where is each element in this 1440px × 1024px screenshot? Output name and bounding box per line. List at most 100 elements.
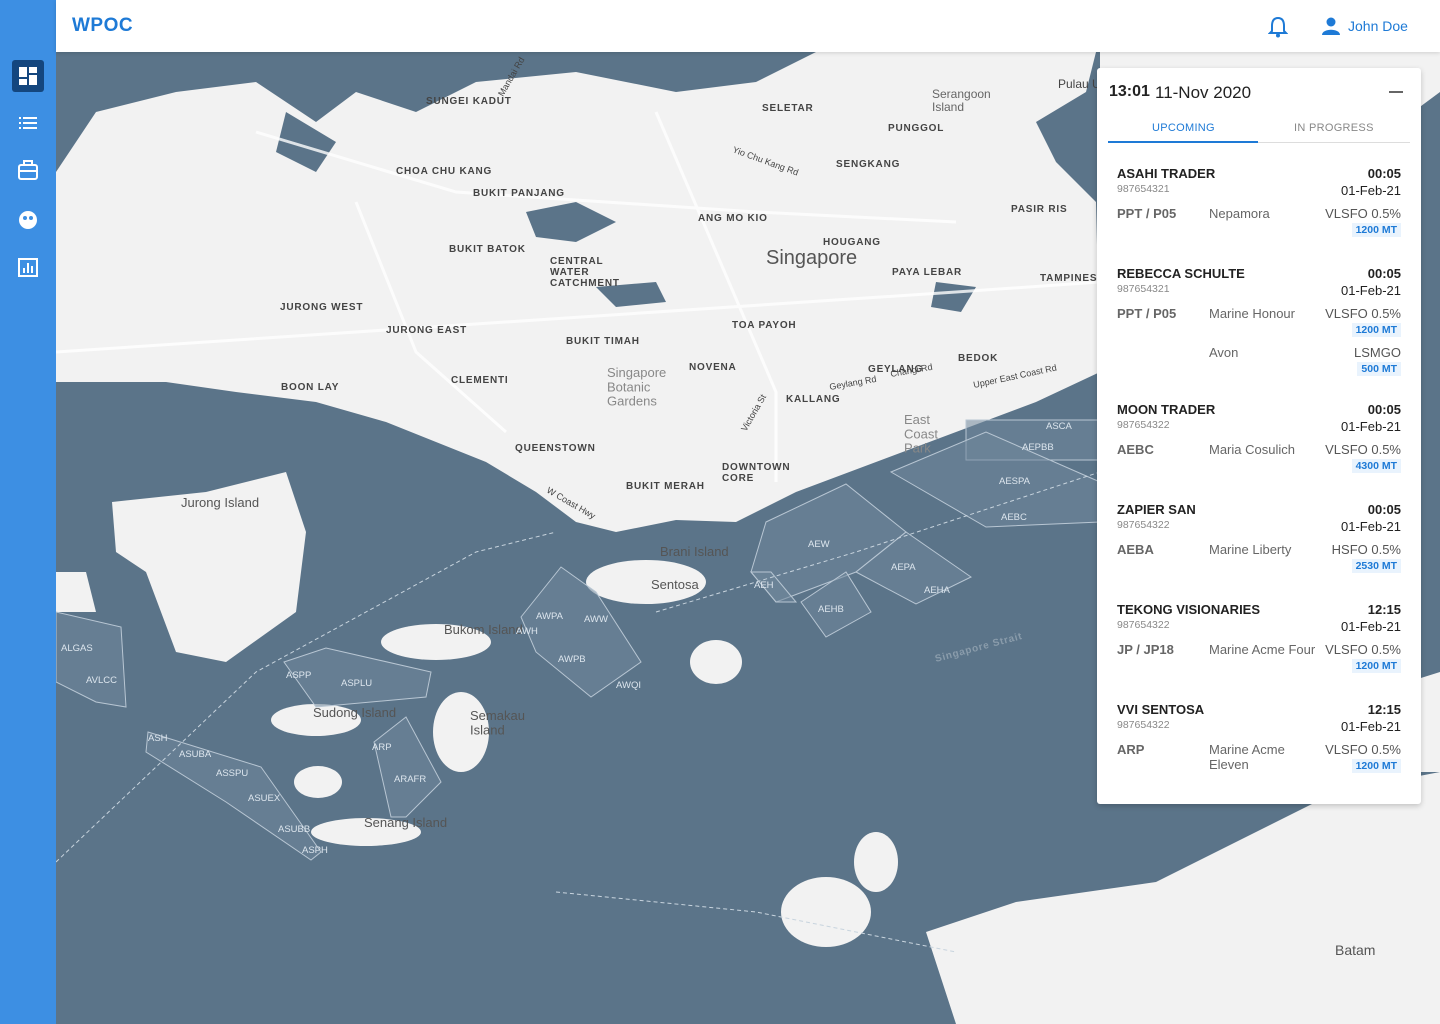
vessel-card[interactable]: REBECCA SCHULTE 987654321 00:05 01-Feb-21 PP… — [1097, 252, 1421, 388]
map-label: JURONG WEST — [280, 302, 363, 313]
eta-date: 01-Feb-21 — [1341, 419, 1401, 434]
product: VLSFO 0.5% — [1325, 642, 1401, 657]
vessel-info: ZAPIER SAN 987654322 — [1117, 502, 1196, 534]
panel-time: 13:01 — [1109, 83, 1150, 100]
vessel-name: REBECCA SCHULTE — [1117, 266, 1245, 281]
map-label: Bukom Island — [444, 622, 523, 637]
map-label: BUKIT MERAH — [626, 481, 705, 492]
map-label: BOON LAY — [281, 382, 339, 393]
map-label: HOUGANG — [823, 237, 881, 248]
header: WPOC John Doe — [56, 0, 1440, 52]
map-label: SENGKANG — [836, 159, 900, 170]
notifications[interactable] — [1268, 16, 1288, 38]
map-label: Brani Island — [660, 544, 729, 559]
map-label: BUKIT BATOK — [449, 244, 526, 255]
anchorage-label: AEPA — [891, 562, 916, 573]
map-label: SUNGEI KADUT — [426, 96, 512, 107]
minimize[interactable] — [1389, 91, 1403, 93]
anchorage-label: AEBC — [1001, 512, 1027, 523]
map-label: CHOA CHU KANG — [396, 166, 492, 177]
nav-dashboard[interactable] — [12, 60, 44, 92]
map-label: Jurong Island — [181, 495, 259, 510]
vessel-card[interactable]: ZAPIER SAN 987654322 00:05 01-Feb-21 AEBA Mar… — [1097, 488, 1421, 588]
vessel-name: ZAPIER SAN — [1117, 502, 1196, 517]
card-header: REBECCA SCHULTE 987654321 00:05 01-Feb-21 — [1117, 266, 1401, 298]
anchorage-label: AEHA — [924, 585, 951, 596]
eta-date: 01-Feb-21 — [1341, 719, 1401, 734]
user-name[interactable]: John Doe — [1348, 18, 1408, 34]
nav-jobs[interactable] — [18, 160, 38, 180]
vessel-id: 987654322 — [1117, 519, 1170, 531]
nav-list[interactable] — [19, 117, 37, 129]
supplier: Marine Acme Four — [1209, 642, 1316, 657]
map-label: Batam — [1335, 942, 1375, 958]
product: VLSFO 0.5% — [1325, 306, 1401, 321]
map-label: PUNGGOL — [888, 123, 944, 134]
map-label: East Coast Park — [904, 412, 938, 456]
eta-date: 01-Feb-21 — [1341, 183, 1401, 198]
nav-icons — [12, 60, 44, 277]
product-cell: VLSFO 0.5% 4300 MT — [1321, 442, 1401, 473]
eta-time: 00:05 — [1367, 266, 1401, 281]
location: AEBA — [1117, 542, 1154, 557]
nav-reports[interactable] — [18, 258, 38, 277]
product: VLSFO 0.5% — [1325, 206, 1401, 221]
nav-users[interactable] — [19, 211, 37, 229]
supplier: Marine Acme Eleven — [1209, 742, 1285, 772]
map-label: Singapore Botanic Gardens — [607, 365, 666, 409]
supplier: Avon — [1209, 345, 1239, 360]
user-icon[interactable] — [1322, 17, 1340, 35]
anchorage-label: ASPH — [302, 845, 328, 856]
anchorage-label: AEH — [754, 580, 774, 591]
vessel-id: 987654322 — [1117, 419, 1170, 431]
eta-time: 00:05 — [1367, 166, 1401, 181]
quantity: 2530 MT — [1351, 559, 1401, 573]
product: VLSFO 0.5% — [1325, 442, 1401, 457]
location: AEBC — [1117, 442, 1154, 457]
map-label: TOA PAYOH — [732, 320, 796, 331]
schedule-panel: 13:01 11-Nov 2020 UPCOMING IN PROGRESS A… — [1097, 68, 1421, 804]
reservoirs — [276, 112, 976, 312]
delivery-row: ARP Marine Acme Eleven VLSFO 0.5% 1200 MT — [1117, 742, 1401, 773]
brand[interactable]: WPOC — [72, 15, 134, 36]
anchorage-label: ASUEX — [248, 793, 281, 804]
anchorage-label: ASUBA — [179, 749, 212, 760]
delivery-row: AEBC Maria Cosulich VLSFO 0.5% 4300 MT — [1117, 442, 1401, 473]
tab[interactable]: IN PROGRESS — [1294, 122, 1374, 134]
panel-date: 11-Nov 2020 — [1155, 83, 1252, 102]
eta-date: 01-Feb-21 — [1341, 283, 1401, 298]
vessel-eta: 00:05 01-Feb-21 — [1341, 266, 1401, 298]
delivery-row: Avon LSMGO 500 MT — [1117, 345, 1401, 376]
map-label: Sentosa — [651, 577, 699, 592]
product-cell: VLSFO 0.5% 1200 MT — [1321, 642, 1401, 673]
anchorage-label: ASCA — [1046, 421, 1073, 432]
quantity: 1200 MT — [1351, 223, 1401, 237]
vessel-card[interactable]: MOON TRADER 987654322 00:05 01-Feb-21 AEBC Ma… — [1097, 388, 1421, 488]
anchorage-label: AEW — [808, 539, 830, 550]
map-label: Senang Island — [364, 815, 447, 830]
vessel-name: VVI SENTOSA — [1117, 702, 1205, 717]
quantity: 1200 MT — [1351, 323, 1401, 337]
delivery-row: AEBA Marine Liberty HSFO 0.5% 2530 MT — [1117, 542, 1401, 573]
map-label: Serangoon Island — [932, 87, 991, 114]
map-label: ANG MO KIO — [698, 213, 768, 224]
supplier: Nepamora — [1209, 206, 1270, 221]
roads — [56, 111, 1101, 482]
map-label: CLEMENTI — [451, 375, 509, 386]
vessel-card[interactable]: ASAHI TRADER 987654321 00:05 01-Feb-21 PPT /… — [1097, 152, 1421, 252]
anchorage-label: ASPLU — [341, 678, 372, 689]
tab[interactable]: UPCOMING — [1152, 122, 1215, 134]
map-label: GEYLANG — [868, 364, 923, 375]
map-label: PAYA LEBAR — [892, 267, 962, 278]
card-header: MOON TRADER 987654322 00:05 01-Feb-21 — [1117, 402, 1401, 434]
vessel-id: 987654322 — [1117, 719, 1170, 731]
anchorage-label: AVLCC — [86, 675, 117, 686]
map-label: BEDOK — [958, 353, 998, 364]
eta-time: 12:15 — [1367, 602, 1401, 617]
vessel-info: VVI SENTOSA 987654322 — [1117, 702, 1204, 734]
vessel-card[interactable]: VVI SENTOSA 987654322 12:15 01-Feb-21 ARP Mar… — [1097, 688, 1421, 788]
map-label: SELETAR — [762, 103, 814, 114]
map-label: Singapore — [766, 247, 857, 269]
vessel-card[interactable]: TEKONG VISIONARIES 987654322 12:15 01-Feb-2… — [1097, 588, 1421, 688]
